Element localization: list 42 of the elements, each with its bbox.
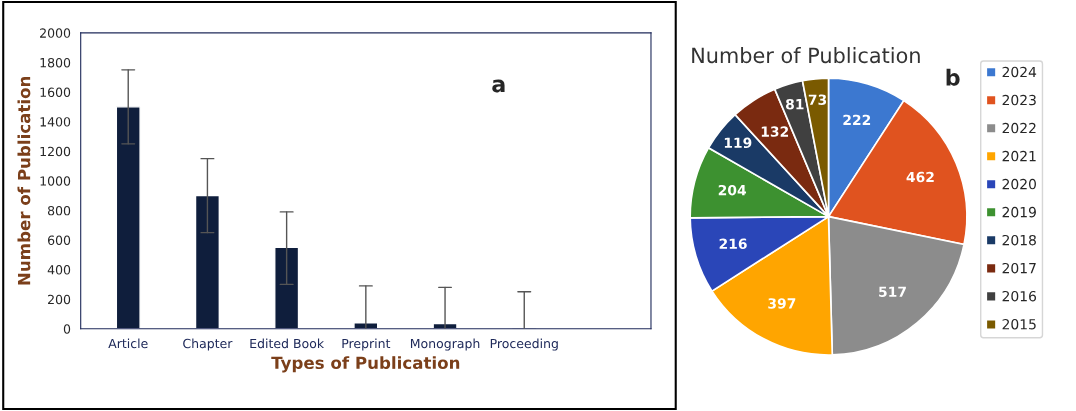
data-label: 397	[768, 298, 796, 309]
y-tick-label: 1400	[40, 117, 71, 127]
legend-label: 2019	[1002, 206, 1036, 218]
y-tick-label: 1200	[40, 146, 71, 157]
data-label: 204	[718, 184, 747, 196]
x-axis-title: Types of Publication	[271, 356, 460, 373]
data-label: 132	[761, 126, 789, 137]
x-tick-label: Article	[108, 338, 148, 349]
data-label: 81	[785, 98, 804, 110]
legend-label: 2020	[1002, 178, 1036, 190]
data-label: 216	[719, 238, 747, 249]
data-label: 517	[879, 286, 906, 297]
y-tick-label: 1800	[40, 57, 71, 68]
text: b	[946, 68, 960, 86]
x-tick-label: Edited Book	[250, 338, 325, 349]
x-tick-label: Preprint	[342, 338, 391, 351]
legend-label: 2018	[1002, 234, 1036, 246]
data-label: 119	[724, 137, 752, 149]
legend-label: 2017	[1002, 262, 1036, 274]
y-tick-label: 2000	[40, 28, 71, 38]
y-tick-label: 800	[47, 205, 71, 216]
y-tick-label: 0	[63, 324, 71, 334]
data-label: 462	[906, 171, 934, 183]
legend-label: 2024	[1002, 66, 1037, 78]
legend-label: 2023	[1002, 94, 1036, 106]
y-tick-label: 1000	[40, 176, 71, 186]
legend-label: 2016	[1002, 290, 1037, 302]
legend-label: 2022	[1002, 122, 1036, 134]
data-label: 222	[843, 114, 871, 125]
chart-title: Number of Publication	[692, 47, 920, 64]
y-tick-label: 600	[47, 235, 71, 245]
y-tick-label: 1600	[40, 87, 71, 97]
legend-label: 2021	[1002, 150, 1036, 162]
y-tick-label: 200	[48, 294, 71, 305]
y-tick-label: 400	[47, 265, 71, 275]
y-axis-title: Number of Publication	[17, 76, 31, 285]
x-tick-label: Chapter	[183, 338, 233, 351]
x-tick-label: Monograph	[410, 338, 480, 351]
legend-label: 2015	[1002, 318, 1036, 330]
data-label: 73	[808, 94, 827, 105]
x-tick-label: Proceeding	[490, 338, 558, 351]
annotation: a	[492, 79, 505, 93]
